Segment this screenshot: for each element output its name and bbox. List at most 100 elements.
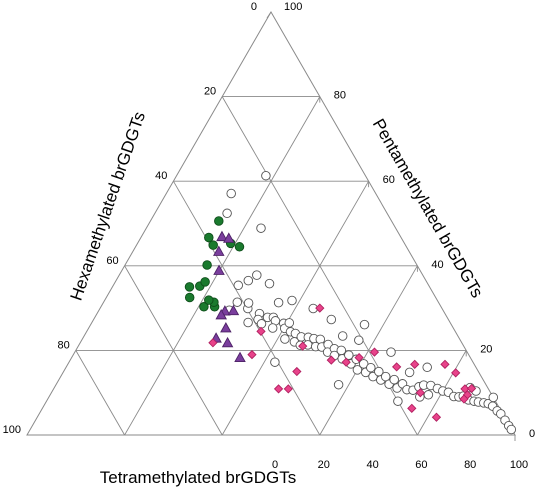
point-pink-diamond	[273, 384, 284, 394]
point-green-circle	[208, 240, 218, 250]
triangle-outline	[26, 10, 516, 436]
point-green-circle	[202, 260, 212, 270]
point-open-circle	[393, 396, 403, 406]
tick-mark	[266, 11, 272, 19]
grid-line	[124, 265, 223, 436]
point-open-circle	[222, 208, 232, 219]
point-pink-diamond	[451, 368, 461, 378]
point-green-circle	[204, 232, 214, 243]
point-open-circle	[273, 297, 284, 308]
point-green-circle	[199, 302, 209, 312]
grid-line	[319, 265, 418, 436]
point-open-circle	[344, 350, 354, 360]
point-pink-diamond	[431, 412, 442, 422]
point-open-circle	[261, 170, 271, 181]
point-pink-diamond	[283, 384, 293, 394]
point-purple-triangle	[220, 322, 232, 333]
bottom-axis-title: Tetramethylated brGDGTs	[100, 468, 297, 487]
right-tick-label: 100	[284, 1, 302, 13]
bottom-tick-label: 80	[464, 459, 476, 471]
left-tick-label: 60	[106, 255, 118, 267]
bottom-tick-label: 0	[272, 459, 278, 471]
bottom-tick-label: 60	[415, 459, 427, 471]
point-open-circle	[326, 314, 337, 325]
point-purple-triangle	[227, 304, 240, 316]
point-pink-diamond	[208, 338, 218, 348]
right-tick-label: 0	[529, 428, 535, 440]
point-pink-diamond	[292, 366, 302, 377]
point-open-circle	[404, 367, 415, 378]
point-open-circle	[336, 345, 347, 356]
point-open-circle	[264, 278, 275, 289]
point-pink-diamond	[354, 352, 364, 363]
point-open-circle	[243, 275, 254, 286]
point-pink-diamond	[369, 347, 380, 357]
left-tick-label: 80	[58, 339, 70, 351]
point-pink-diamond	[315, 303, 325, 313]
point-pink-diamond	[440, 359, 450, 369]
point-open-circle	[315, 334, 326, 345]
point-purple-triangle	[234, 351, 246, 363]
point-open-circle	[284, 318, 295, 328]
point-open-circle	[226, 188, 236, 199]
right-tick-label: 60	[383, 174, 395, 186]
bottom-tick-label: 20	[318, 459, 330, 471]
point-open-circle	[287, 295, 297, 306]
point-purple-triangle	[215, 308, 227, 320]
right-tick-label: 40	[431, 259, 443, 271]
left-axis-title: Hexamethylated brGDGTs	[67, 109, 150, 303]
right-axis-title: Pentamethylated brGDGTs	[369, 116, 487, 301]
point-pink-diamond	[415, 388, 425, 398]
grid-line	[221, 180, 369, 436]
point-green-circle	[204, 295, 214, 305]
point-open-circle	[389, 374, 399, 385]
right-tick-label: 80	[334, 90, 346, 102]
point-open-circle	[243, 317, 253, 328]
point-pink-diamond	[326, 355, 336, 365]
point-pink-diamond	[256, 326, 266, 337]
left-tick-label: 100	[3, 424, 21, 436]
left-tick-label: 0	[251, 1, 257, 13]
point-pink-diamond	[410, 359, 420, 369]
point-green-circle	[184, 282, 195, 292]
left-tick-label: 20	[204, 86, 216, 98]
point-pink-diamond	[466, 383, 477, 394]
point-purple-triangle	[223, 232, 235, 243]
point-pink-diamond	[407, 403, 417, 413]
point-open-circle	[359, 319, 370, 330]
point-purple-triangle	[213, 264, 225, 275]
triangle-frame	[26, 10, 516, 441]
point-green-circle	[214, 216, 224, 226]
point-open-circle	[243, 298, 254, 308]
point-open-circle	[233, 280, 244, 291]
point-open-circle	[422, 362, 432, 373]
point-purple-triangle	[213, 245, 225, 256]
left-tick-label: 40	[155, 170, 167, 182]
point-open-circle	[488, 392, 499, 403]
point-open-circle	[267, 323, 278, 333]
point-open-circle	[506, 424, 517, 435]
point-open-circle	[252, 270, 262, 280]
point-open-circle	[270, 357, 280, 367]
right-tick-label: 20	[480, 343, 492, 355]
point-pink-diamond	[460, 384, 470, 394]
point-open-circle	[366, 362, 376, 373]
bottom-tick-label: 40	[366, 459, 378, 471]
point-pink-diamond	[341, 357, 351, 367]
data-points	[184, 170, 517, 435]
tick-labels: 0 20 40 60 80 100 0 20 40 60 80 100 100 80 60 40 20 0	[3, 1, 535, 471]
bottom-tick-label: 100	[510, 459, 528, 471]
point-open-circle	[337, 331, 348, 341]
point-pink-diamond	[459, 394, 469, 404]
point-open-circle	[232, 297, 243, 307]
point-open-circle	[423, 390, 434, 400]
point-green-circle	[200, 277, 210, 287]
point-open-circle	[333, 379, 344, 390]
grid-line	[75, 350, 125, 436]
point-open-circle	[256, 223, 266, 233]
point-green-circle	[184, 292, 195, 303]
point-open-circle	[386, 347, 396, 357]
point-green-circle	[234, 242, 245, 252]
